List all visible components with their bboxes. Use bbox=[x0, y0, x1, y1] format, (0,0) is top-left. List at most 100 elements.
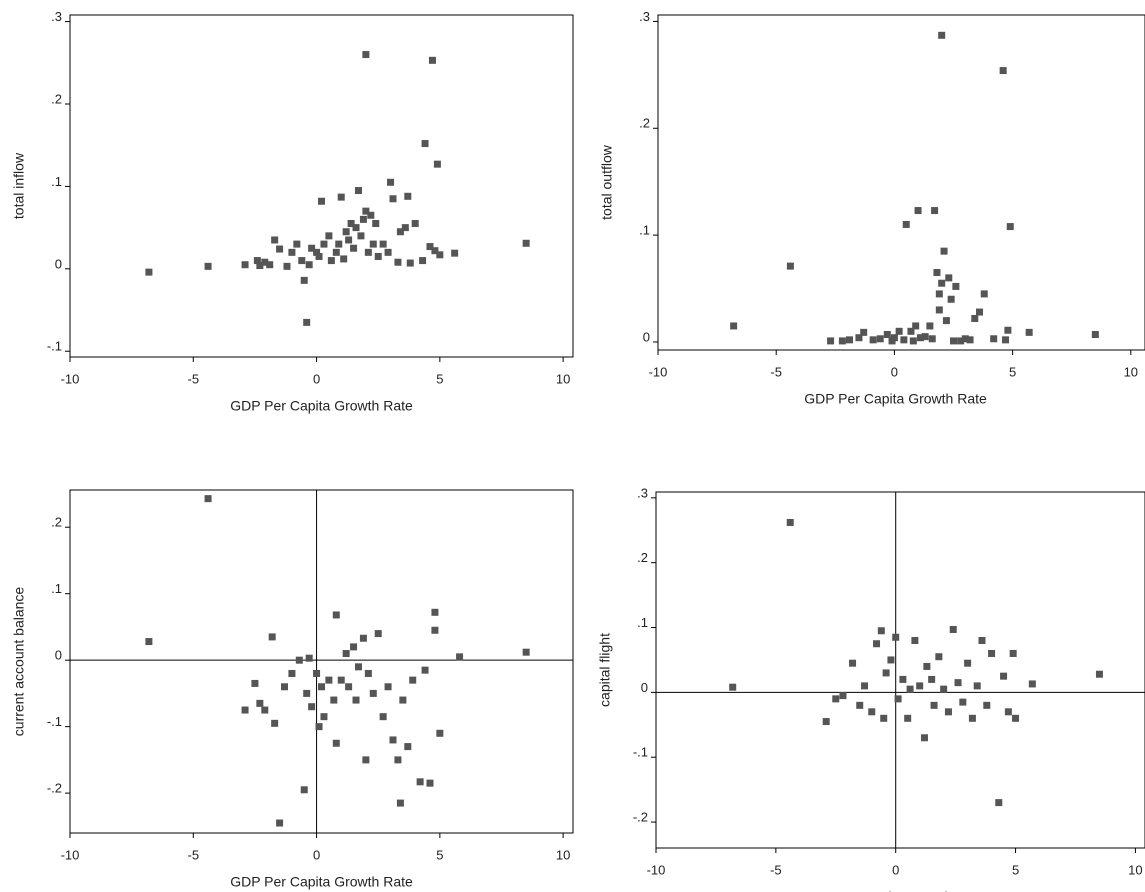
marker bbox=[288, 669, 296, 677]
marker bbox=[988, 649, 996, 657]
marker bbox=[869, 336, 877, 344]
marker bbox=[399, 696, 407, 704]
marker bbox=[305, 654, 313, 662]
y-tick-label: .3 bbox=[637, 485, 648, 500]
x-tick-label: 0 bbox=[313, 847, 320, 862]
marker bbox=[895, 327, 903, 335]
marker bbox=[1028, 680, 1036, 688]
marker bbox=[873, 640, 881, 648]
marker bbox=[308, 244, 316, 252]
marker bbox=[964, 659, 972, 667]
marker bbox=[315, 723, 323, 731]
marker bbox=[522, 648, 530, 656]
x-axis-title: GDP Per Capita Growth Rate bbox=[803, 889, 986, 892]
marker bbox=[916, 334, 924, 342]
marker bbox=[411, 219, 419, 227]
marker bbox=[362, 207, 370, 215]
marker bbox=[350, 643, 358, 651]
marker bbox=[283, 262, 291, 270]
y-tick-label: .3 bbox=[51, 9, 62, 24]
marker bbox=[855, 334, 863, 342]
marker bbox=[421, 140, 429, 148]
marker bbox=[978, 636, 986, 644]
marker bbox=[966, 336, 974, 344]
marker bbox=[359, 634, 367, 642]
marker bbox=[940, 685, 948, 693]
marker bbox=[1095, 670, 1103, 678]
marker bbox=[902, 220, 910, 228]
marker bbox=[999, 67, 1007, 75]
marker bbox=[332, 611, 340, 619]
marker bbox=[421, 666, 429, 674]
y-tick-label: .1 bbox=[637, 615, 648, 630]
marker bbox=[909, 337, 917, 345]
marker bbox=[387, 178, 395, 186]
marker bbox=[303, 318, 311, 326]
marker bbox=[832, 695, 840, 703]
marker bbox=[288, 248, 296, 256]
marker bbox=[973, 682, 981, 690]
marker bbox=[315, 252, 323, 260]
marker bbox=[945, 274, 953, 282]
panel: .3 .2 .1 0 -.1 -10 -5 0 5 10 GDP Per Capita Growth… bbox=[11, 9, 574, 414]
x-tick-label: 0 bbox=[892, 862, 899, 877]
marker bbox=[345, 236, 353, 244]
marker bbox=[389, 736, 397, 744]
marker bbox=[883, 331, 891, 339]
marker bbox=[1009, 649, 1017, 657]
marker bbox=[374, 630, 382, 638]
x-tick-label: 10 bbox=[556, 371, 570, 386]
marker bbox=[276, 245, 284, 253]
marker bbox=[327, 257, 335, 265]
marker bbox=[456, 653, 464, 661]
marker bbox=[959, 698, 967, 706]
marker bbox=[849, 659, 857, 667]
marker bbox=[961, 335, 969, 343]
marker bbox=[926, 322, 934, 330]
marker bbox=[730, 322, 738, 330]
marker bbox=[384, 683, 392, 691]
marker bbox=[907, 327, 915, 335]
marker bbox=[930, 701, 938, 709]
marker bbox=[845, 336, 853, 344]
marker bbox=[882, 669, 890, 677]
marker bbox=[271, 236, 279, 244]
marker bbox=[268, 633, 276, 641]
marker bbox=[968, 714, 976, 722]
marker bbox=[921, 333, 929, 341]
marker bbox=[451, 249, 459, 257]
marker bbox=[729, 683, 737, 691]
marker bbox=[359, 215, 367, 223]
x-tick-label: -5 bbox=[770, 862, 782, 877]
x-tick-label: 5 bbox=[436, 847, 443, 862]
marker bbox=[426, 779, 434, 787]
marker bbox=[313, 669, 321, 677]
marker bbox=[957, 337, 965, 345]
marker bbox=[861, 682, 869, 690]
marker bbox=[971, 314, 979, 322]
y-axis-title: current account balance bbox=[11, 587, 27, 737]
y-tick-label: 0 bbox=[55, 648, 62, 663]
marker bbox=[276, 819, 284, 827]
marker bbox=[241, 261, 249, 269]
marker bbox=[340, 255, 348, 263]
marker bbox=[372, 219, 380, 227]
marker bbox=[1012, 714, 1020, 722]
x-tick-label: 0 bbox=[313, 371, 320, 386]
marker bbox=[914, 207, 922, 215]
marker bbox=[935, 290, 943, 298]
marker bbox=[912, 322, 920, 330]
marker bbox=[145, 268, 153, 276]
marker bbox=[320, 240, 328, 248]
marker bbox=[1025, 328, 1033, 336]
marker bbox=[300, 276, 308, 284]
marker bbox=[266, 261, 274, 269]
x-tick-label: 10 bbox=[556, 847, 570, 862]
marker bbox=[374, 252, 382, 260]
y-tick-label: 0 bbox=[55, 256, 62, 271]
marker bbox=[347, 219, 355, 227]
marker bbox=[995, 799, 1003, 807]
marker bbox=[325, 676, 333, 684]
marker bbox=[303, 689, 311, 697]
x-axis-title: GDP Per Capita Growth Rate bbox=[230, 398, 413, 414]
